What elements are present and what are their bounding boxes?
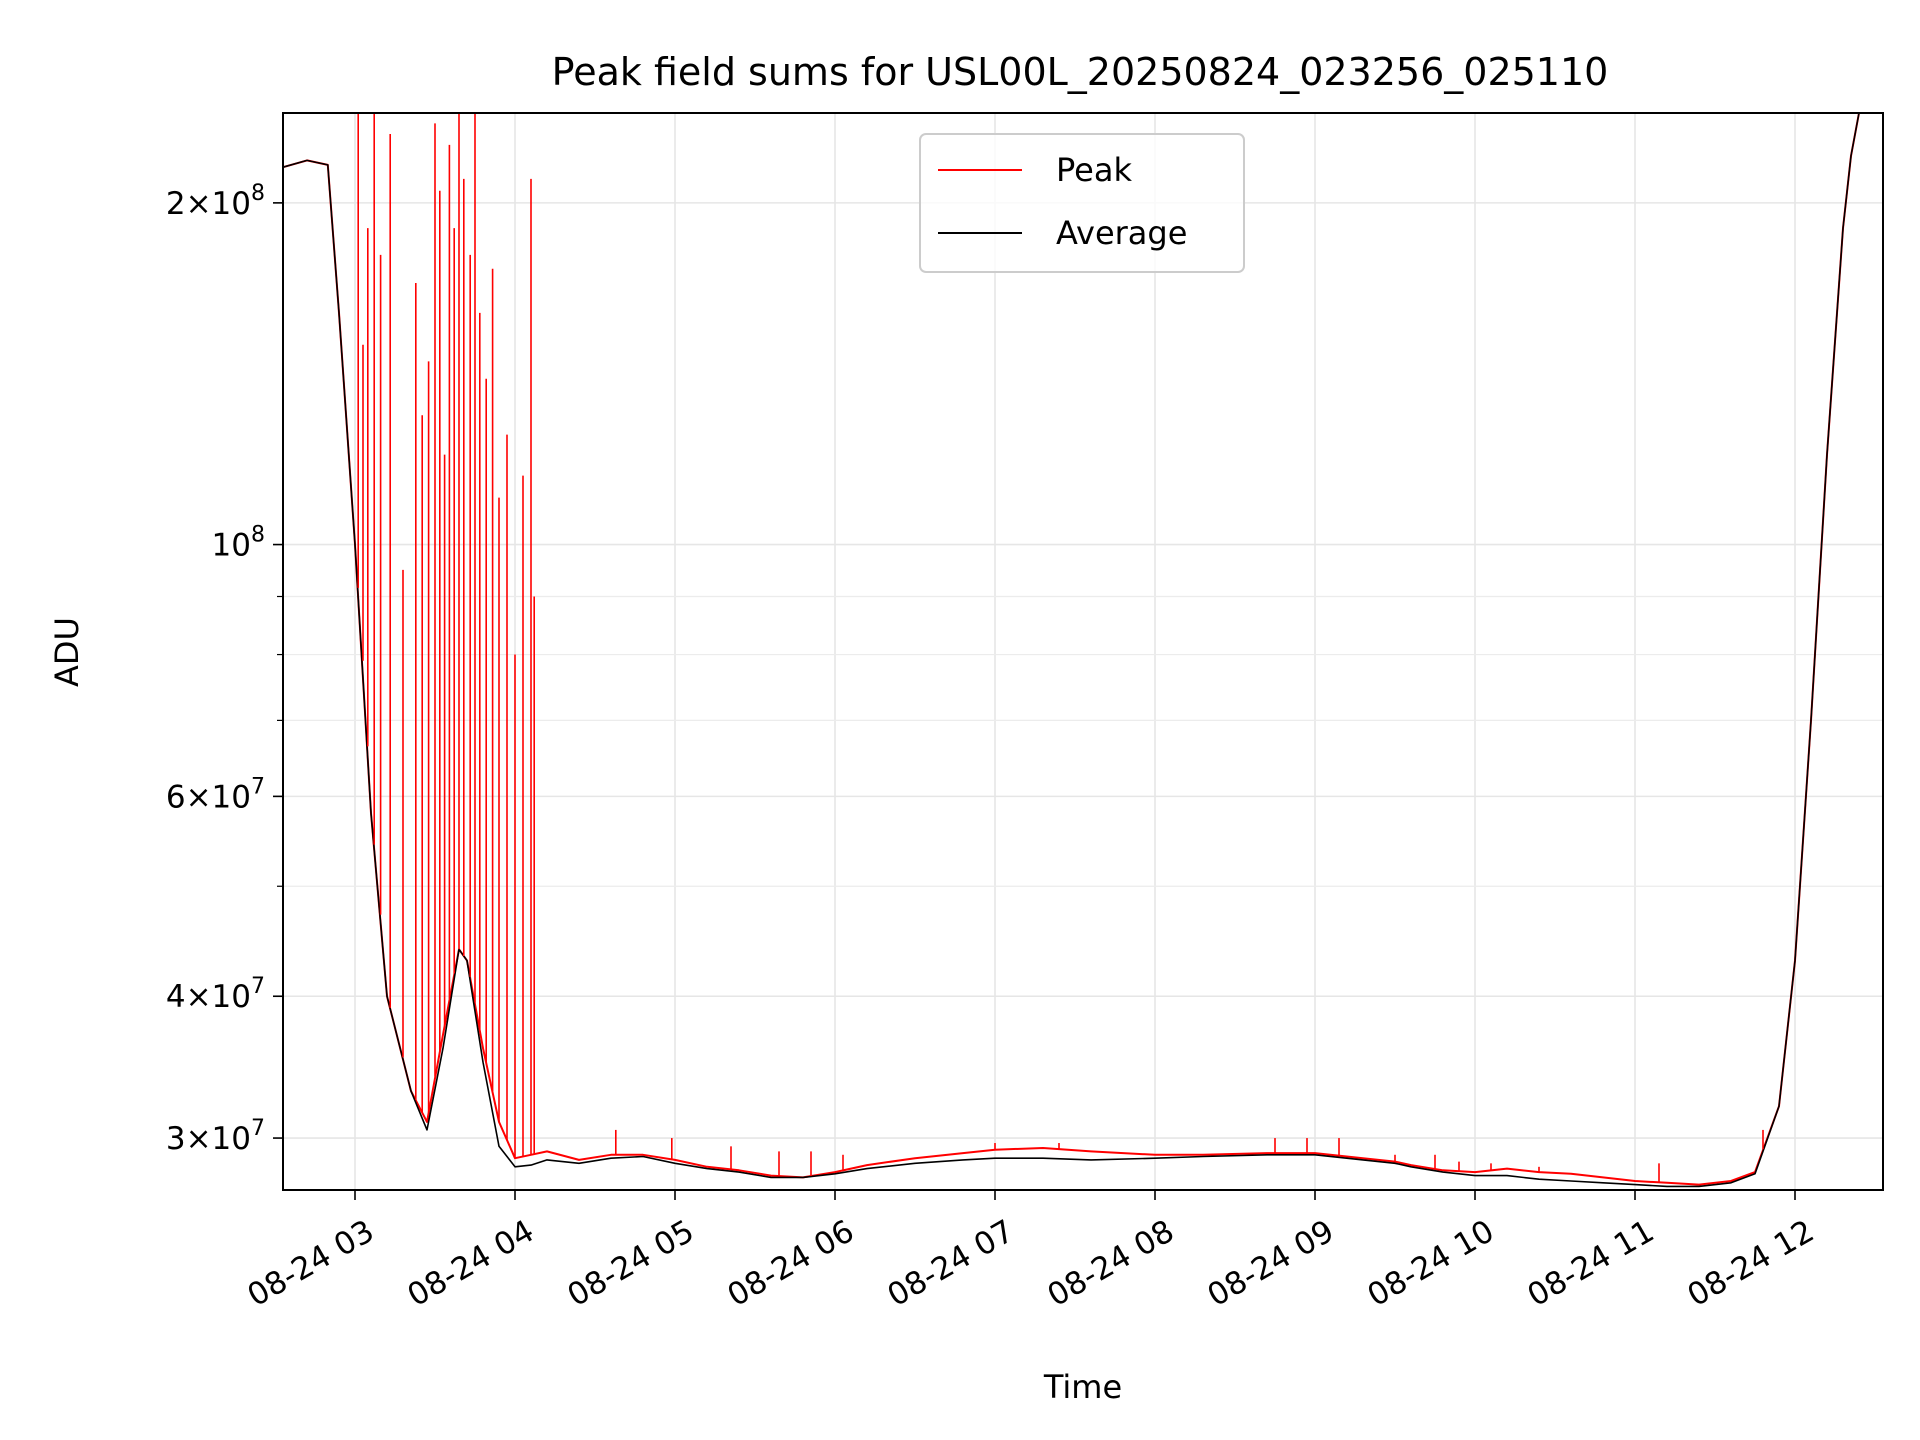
y-axis-ticks: 3×107 4×107 6×107 108 2×108 bbox=[166, 181, 283, 1157]
x-tick-label: 08-24 10 bbox=[1361, 1213, 1500, 1314]
chart-title: Peak field sums for USL00L_20250824_0232… bbox=[552, 50, 1609, 94]
x-tick-label: 08-24 08 bbox=[1041, 1213, 1180, 1314]
series-lines bbox=[282, 112, 1883, 1188]
y-tick-label: 6×107 bbox=[166, 774, 265, 815]
y-tick-label: 108 bbox=[212, 523, 265, 564]
x-tick-label: 08-24 07 bbox=[881, 1213, 1020, 1314]
series-line-peak bbox=[282, 112, 1883, 1186]
plot-frame bbox=[282, 112, 1884, 1191]
legend-box bbox=[919, 133, 1245, 273]
x-tick-label: 08-24 04 bbox=[401, 1213, 540, 1314]
y-tick-label: 3×107 bbox=[166, 1116, 265, 1157]
y-tick-label: 2×108 bbox=[166, 181, 265, 222]
legend: Peak Average bbox=[919, 133, 1245, 273]
y-tick-label: 4×107 bbox=[166, 974, 265, 1015]
peak-spikes bbox=[357, 113, 1764, 1183]
x-axis-label: Time bbox=[1043, 1368, 1122, 1406]
x-tick-label: 08-24 03 bbox=[241, 1213, 380, 1314]
legend-peak-label: Peak bbox=[1056, 151, 1132, 189]
x-axis-ticks: 08-24 03 08-24 04 08-24 05 08-24 06 08-24 07… bbox=[241, 1190, 1820, 1314]
grid bbox=[283, 113, 1883, 1190]
x-tick-label: 08-24 09 bbox=[1201, 1213, 1340, 1314]
x-tick-label: 08-24 06 bbox=[721, 1213, 860, 1314]
series-line-average bbox=[282, 112, 1883, 1188]
x-tick-label: 08-24 05 bbox=[561, 1213, 700, 1314]
y-axis-label: ADU bbox=[48, 617, 86, 687]
x-tick-label: 08-24 12 bbox=[1681, 1213, 1820, 1314]
x-tick-label: 08-24 11 bbox=[1521, 1213, 1660, 1314]
legend-average-label: Average bbox=[1056, 214, 1187, 252]
